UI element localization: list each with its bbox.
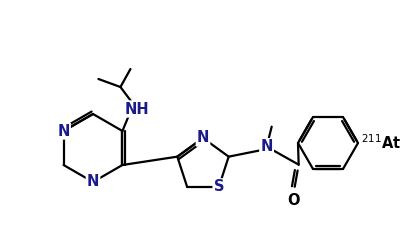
Text: NH: NH: [124, 101, 149, 117]
Text: N: N: [57, 123, 70, 138]
Text: $^{211}$At: $^{211}$At: [361, 134, 400, 152]
Text: S: S: [214, 179, 224, 194]
Text: N: N: [197, 131, 209, 146]
Text: N: N: [87, 174, 99, 190]
Text: O: O: [288, 193, 300, 208]
Text: N: N: [260, 139, 273, 154]
